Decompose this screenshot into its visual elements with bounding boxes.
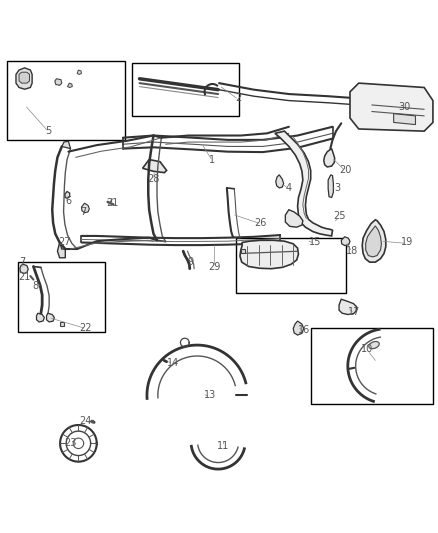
Text: 21: 21 bbox=[18, 272, 31, 282]
Text: 26: 26 bbox=[254, 218, 267, 228]
Polygon shape bbox=[20, 264, 28, 273]
Bar bbox=[132, 63, 239, 116]
Polygon shape bbox=[362, 220, 386, 262]
Text: 6: 6 bbox=[65, 196, 71, 206]
Polygon shape bbox=[328, 175, 333, 198]
Polygon shape bbox=[62, 141, 71, 149]
Bar bbox=[237, 238, 346, 293]
Text: 16: 16 bbox=[298, 325, 310, 335]
Polygon shape bbox=[60, 322, 64, 326]
Polygon shape bbox=[240, 240, 298, 269]
Text: 3: 3 bbox=[334, 183, 340, 193]
Polygon shape bbox=[19, 72, 29, 83]
Text: 20: 20 bbox=[339, 165, 352, 175]
Text: 7: 7 bbox=[81, 207, 87, 217]
Text: 27: 27 bbox=[58, 238, 70, 247]
Text: 15: 15 bbox=[309, 238, 321, 247]
Polygon shape bbox=[339, 299, 357, 314]
Text: 11: 11 bbox=[217, 440, 230, 450]
Text: 25: 25 bbox=[333, 211, 345, 221]
Text: 13: 13 bbox=[204, 390, 216, 400]
Polygon shape bbox=[16, 68, 32, 89]
Polygon shape bbox=[350, 83, 433, 131]
Text: 1: 1 bbox=[209, 155, 215, 165]
Polygon shape bbox=[241, 249, 245, 253]
Polygon shape bbox=[81, 203, 89, 213]
Text: 29: 29 bbox=[208, 262, 221, 271]
Polygon shape bbox=[394, 114, 416, 125]
Bar bbox=[18, 262, 106, 332]
Text: 7: 7 bbox=[19, 257, 26, 267]
Text: 5: 5 bbox=[46, 126, 52, 136]
Text: 19: 19 bbox=[401, 238, 413, 247]
Polygon shape bbox=[67, 83, 72, 87]
Text: 28: 28 bbox=[147, 174, 160, 184]
Text: 30: 30 bbox=[399, 102, 411, 112]
Text: 9: 9 bbox=[187, 257, 194, 267]
Bar bbox=[311, 328, 433, 404]
Polygon shape bbox=[77, 70, 81, 75]
Polygon shape bbox=[46, 313, 54, 322]
Polygon shape bbox=[36, 313, 44, 322]
Polygon shape bbox=[143, 159, 166, 173]
Polygon shape bbox=[55, 79, 62, 85]
Polygon shape bbox=[366, 226, 381, 257]
Text: 23: 23 bbox=[64, 438, 77, 448]
Polygon shape bbox=[293, 321, 304, 335]
Text: 14: 14 bbox=[167, 358, 179, 368]
Text: 17: 17 bbox=[348, 308, 360, 317]
Polygon shape bbox=[57, 243, 65, 258]
Polygon shape bbox=[275, 131, 332, 236]
Text: 2: 2 bbox=[236, 93, 242, 103]
Polygon shape bbox=[341, 237, 350, 246]
Text: 8: 8 bbox=[32, 281, 39, 291]
Polygon shape bbox=[65, 191, 70, 198]
Text: 4: 4 bbox=[286, 183, 292, 193]
Ellipse shape bbox=[369, 342, 379, 349]
Polygon shape bbox=[286, 210, 303, 227]
Text: 10: 10 bbox=[361, 344, 374, 354]
Polygon shape bbox=[276, 175, 284, 188]
Text: 24: 24 bbox=[80, 416, 92, 426]
Text: 18: 18 bbox=[346, 246, 358, 256]
Text: 21: 21 bbox=[106, 198, 118, 208]
Polygon shape bbox=[324, 149, 335, 167]
Text: 22: 22 bbox=[80, 322, 92, 333]
Bar bbox=[7, 61, 125, 140]
